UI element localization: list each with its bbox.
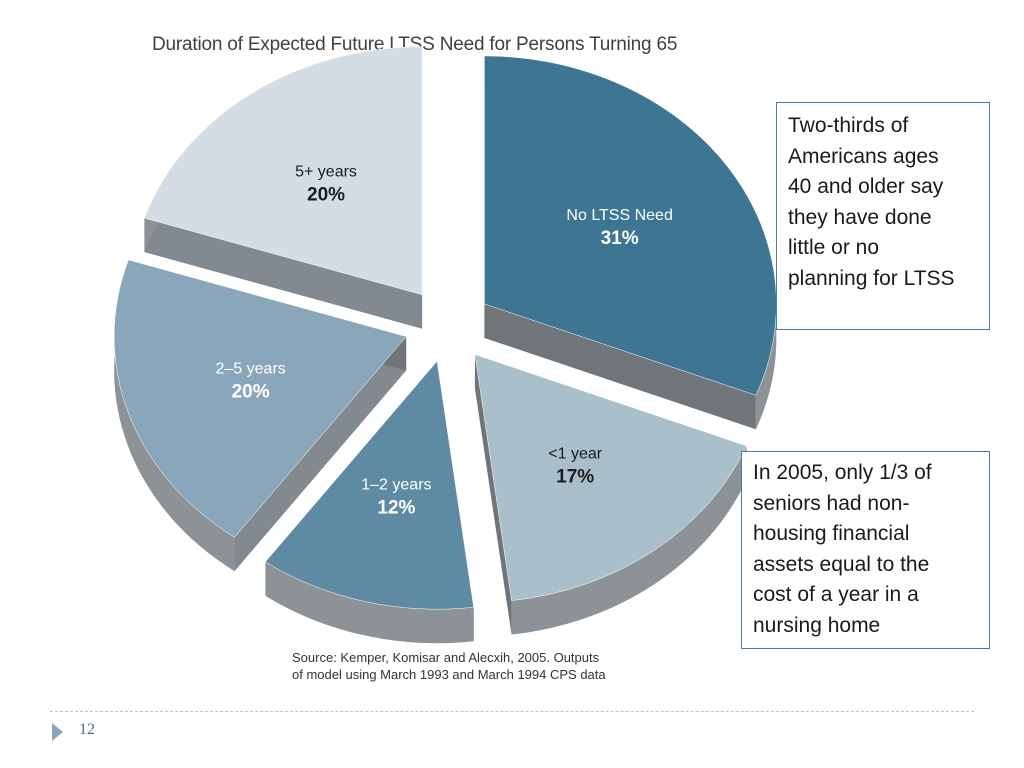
pie-slice-2-top: [474, 354, 747, 601]
pie-slice-5-name-label: 5+ years: [295, 163, 357, 180]
pie-slice-1-name-label: No LTSS Need: [566, 207, 672, 224]
source-line-1: Source: Kemper, Komisar and Alecxih, 200…: [292, 650, 600, 665]
callout-2-line-5: cost of a year in a: [753, 583, 919, 606]
pie-slice-3-name-label: 1–2 years: [361, 477, 431, 494]
pie-slice-1-top: [484, 55, 777, 396]
callout-2-line-1: In 2005, only 1/3 of: [753, 461, 932, 484]
pie-slice-2-value-label: 17%: [556, 466, 594, 487]
pie-slice-4-top: [113, 259, 407, 538]
pie-slice-3-value-label: 12%: [377, 498, 415, 519]
callout-1-line-6: planning for LTSS: [788, 266, 955, 290]
callout-box-planning: Two-thirds of Americans ages 40 and olde…: [776, 102, 990, 330]
pie-slice-5-value-label: 20%: [307, 184, 345, 205]
callout-1-line-3: 40 and older say: [788, 175, 944, 198]
pie-slice-2-cut-face-end: [474, 354, 512, 635]
page-number: 12: [79, 721, 95, 738]
pie-slice-tops: [113, 46, 777, 610]
pie-slice-4-name-label: 2–5 years: [216, 360, 286, 377]
callout-2-line-3: housing financial: [753, 522, 910, 545]
chart-title: Duration of Expected Future LTSS Need fo…: [152, 34, 678, 55]
source-line-2: of model using March 1993 and March 1994…: [292, 667, 606, 682]
callout-2-line-6: nursing home: [753, 613, 881, 637]
callout-1-line-1: Two-thirds of: [788, 114, 909, 137]
callout-1-line-4: they have done: [788, 205, 932, 229]
callout-1-line-5: little or no: [788, 236, 880, 259]
pie-slice-labels: No LTSS Need 31% <1 year 17% 1–2 years 12% 2–5…: [216, 163, 673, 518]
callout-2-line-4: assets equal to the: [753, 552, 930, 576]
pie-slice-5-cut-face-start: [144, 218, 423, 329]
pie-slice-4-cut-face-start: [234, 336, 407, 572]
pie-slice-1-value-label: 31%: [601, 228, 639, 249]
slide-bullet-arrow-icon: [52, 723, 63, 741]
pie-slice-2-rim: [511, 445, 747, 635]
pie-slice-3-top: [265, 360, 474, 610]
callout-2-line-2: seniors had non-: [753, 491, 910, 515]
pie-slice-5-top: [144, 46, 423, 296]
footer-divider: [50, 711, 974, 712]
pie-slice-4-value-label: 20%: [232, 381, 270, 402]
pie-slice-1-cut-face-end: [484, 303, 756, 430]
callout-box-assets: In 2005, only 1/3 of seniors had non- ho…: [741, 451, 990, 649]
pie-slice-2-name-label: <1 year: [548, 445, 602, 462]
callout-1-line-2: Americans ages: [788, 144, 939, 168]
chart-source-note: Source: Kemper, Komisar and Alecxih, 200…: [292, 649, 672, 683]
